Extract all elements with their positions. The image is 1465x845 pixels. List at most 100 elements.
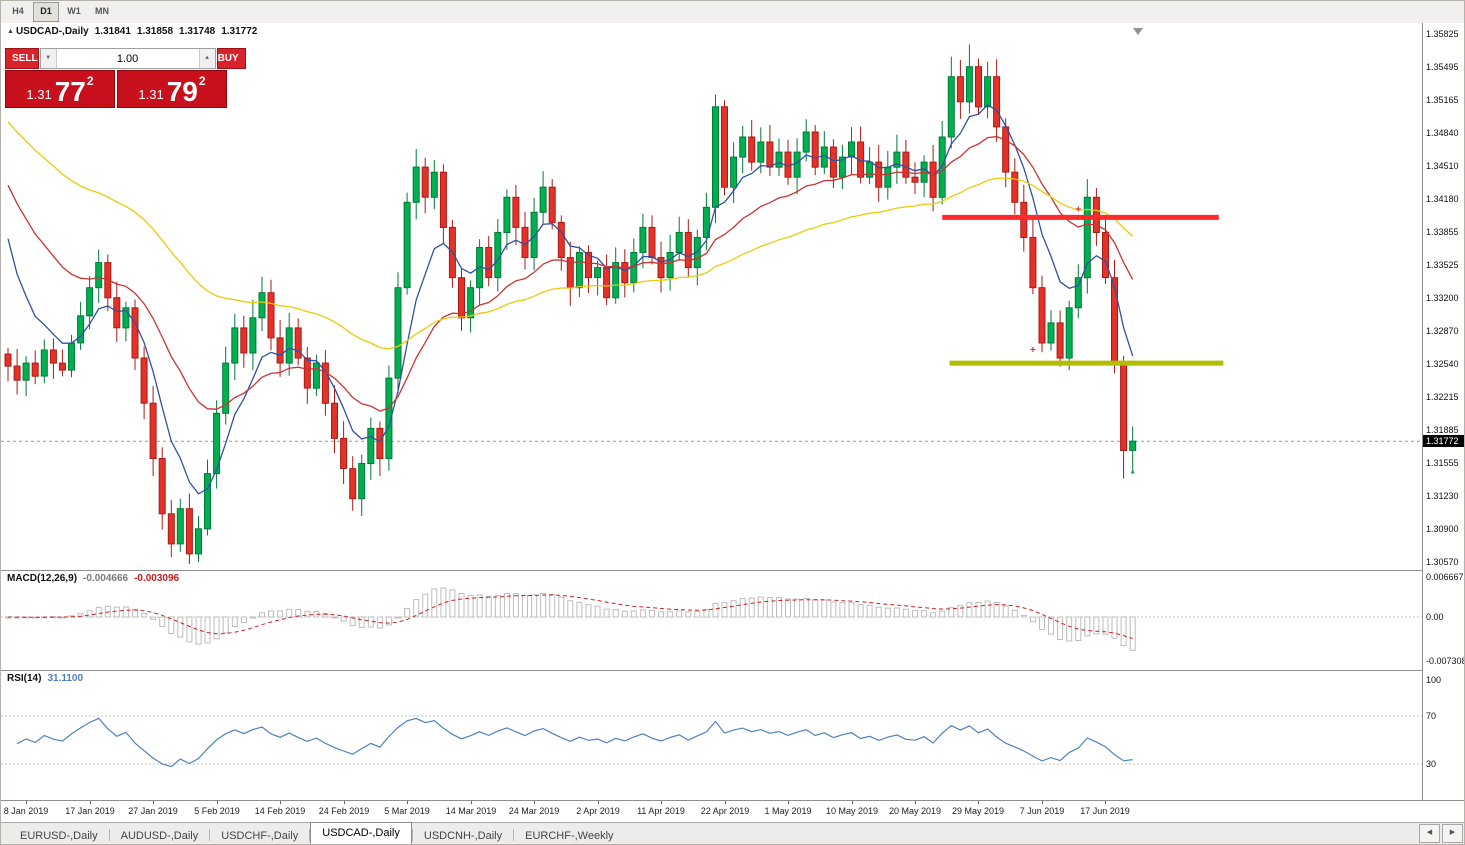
price-scale-label: 1.31555	[1426, 458, 1459, 468]
volume-input[interactable]	[56, 49, 199, 68]
one-click-trading-panel: SELL ▼ ▲ BUY 1.31 77 2 1.31 79 2	[5, 48, 246, 108]
macd-canvas[interactable]	[1, 571, 1422, 670]
price-scale-label: 1.31230	[1426, 491, 1459, 501]
tab-audusd-daily[interactable]: AUDUSD-,Daily	[120, 830, 199, 842]
macd-scale-label: 0.00	[1426, 612, 1444, 622]
macd-scale-label: 0.006667	[1426, 572, 1464, 582]
ohlc-low-value: 1.31748	[179, 26, 216, 37]
panel-splitter[interactable]	[1, 570, 1464, 571]
time-axis-label: 22 Apr 2019	[700, 806, 750, 816]
macd-label: MACD(12,26,9) -0.004666 -0.003096	[7, 573, 185, 584]
buy-button[interactable]: BUY	[216, 48, 246, 69]
buy-price-prefix: 1.31	[138, 87, 164, 102]
trade-marker: +	[1075, 204, 1081, 215]
price-scale-label: 1.34510	[1426, 161, 1459, 171]
sell-price-pips: 77	[54, 76, 86, 107]
price-scale-label: 1.33525	[1426, 260, 1459, 270]
price-scale-label: 1.30570	[1426, 557, 1459, 567]
tab-scroll-right-button[interactable]: ▶	[1442, 824, 1463, 843]
price-scale-label: 1.32540	[1426, 359, 1459, 369]
time-axis-label: 11 Apr 2019	[637, 806, 685, 816]
rsi-name: RSI(14)	[7, 673, 42, 684]
chart-symbol-label: USDCAD-,Daily	[15, 26, 89, 37]
ohlc-close-value: 1.31772	[221, 26, 258, 37]
moving-average-line	[7, 135, 1134, 412]
price-scale-label: 1.32870	[1426, 326, 1459, 336]
timeframe-h4-button[interactable]: H4	[12, 6, 24, 16]
ohlc-high-value: 1.31858	[136, 26, 174, 37]
time-axis-tick	[280, 801, 281, 804]
price-scale-label: 1.31885	[1426, 425, 1459, 435]
macd-indicator-panel: MACD(12,26,9) -0.004666 -0.003096	[1, 571, 1422, 670]
tab-separator	[411, 829, 413, 841]
volume-increase-button[interactable]: ▲	[198, 49, 215, 68]
time-axis-label: 17 Jan 2019	[65, 806, 115, 816]
buy-price-pips: 79	[166, 76, 198, 107]
time-axis-tick	[90, 801, 91, 804]
price-scale-label: 1.34840	[1426, 128, 1459, 138]
timeframe-d1-button[interactable]: D1	[33, 2, 59, 22]
macd-signal-line	[7, 594, 1133, 639]
time-axis-tick	[471, 801, 472, 804]
ohlc-open-value: 1.31841	[94, 26, 131, 37]
rsi-scale-label: 100	[1426, 675, 1442, 685]
time-axis-label: 20 May 2019	[888, 806, 942, 816]
sell-price-point: 2	[86, 74, 94, 88]
one-click-collapse-icon[interactable]: ▲	[7, 28, 14, 35]
chart-tab-bar: EURUSD-,Daily AUDUSD-,Daily USDCHF-,Daily U…	[1, 822, 1464, 844]
buy-price-box[interactable]: 1.31 79 2	[117, 70, 227, 108]
time-axis-tick	[407, 801, 408, 804]
time-axis-label: 24 Mar 2019	[508, 806, 560, 816]
sell-price-box[interactable]: 1.31 77 2	[5, 70, 115, 108]
trade-marker: +	[1030, 345, 1036, 356]
price-chart-canvas[interactable]: + + ▲	[1, 23, 1422, 570]
price-chart-panel: + + ▲ ▲ USDCAD-,Daily 1.31841 1.31858 1.31…	[1, 23, 1422, 570]
tab-eurusd-daily[interactable]: EURUSD-,Daily	[20, 830, 98, 842]
volume-decrease-button[interactable]: ▼	[40, 49, 57, 68]
price-scale-label: 1.33855	[1426, 227, 1459, 237]
price-scale-label: 1.35825	[1426, 29, 1459, 39]
panel-splitter[interactable]	[1, 670, 1464, 671]
rsi-value: 31.1100	[47, 673, 84, 684]
time-axis-tick	[217, 801, 218, 804]
macd-scale-label: -0.007308	[1426, 656, 1465, 666]
current-price-tag: 1.31772	[1423, 435, 1464, 447]
volume-control: ▼ ▲	[39, 48, 216, 69]
moving-average-line	[7, 103, 1134, 495]
macd-name: MACD(12,26,9)	[7, 573, 78, 584]
timeframe-mn-button[interactable]: MN	[95, 6, 109, 16]
time-axis-label: 1 May 2019	[764, 806, 812, 816]
tab-separator	[309, 829, 311, 841]
sell-button[interactable]: SELL	[5, 48, 39, 69]
time-axis-tick	[534, 801, 535, 804]
tab-usdcnh-daily[interactable]: USDCNH-,Daily	[423, 830, 503, 842]
macd-histogram	[5, 587, 1136, 651]
tab-usdcad-daily[interactable]: USDCAD-,Daily	[310, 822, 412, 844]
time-axis-label: 14 Feb 2019	[254, 806, 306, 816]
time-axis-tick	[344, 801, 345, 804]
time-axis[interactable]: 8 Jan 2019 17 Jan 2019 27 Jan 2019 5 Feb 20…	[1, 801, 1422, 822]
buy-price-point: 2	[198, 74, 206, 88]
tab-scroll-left-button[interactable]: ◀	[1419, 824, 1440, 843]
time-axis-tick	[852, 801, 853, 804]
timeframe-w1-button[interactable]: W1	[67, 6, 81, 16]
time-axis-label: 14 Mar 2019	[445, 806, 497, 816]
time-axis-tick	[26, 801, 27, 804]
tab-eurchf-weekly[interactable]: EURCHF-,Weekly	[525, 830, 614, 842]
tab-usdchf-daily[interactable]: USDCHF-,Daily	[221, 830, 299, 842]
moving-average-line	[7, 121, 1134, 350]
price-scale-axis[interactable]: 1.35825 1.35495 1.35165 1.34840 1.34510 1.341…	[1422, 23, 1465, 800]
price-scale-label: 1.32215	[1426, 392, 1459, 402]
price-scale-label: 1.35495	[1426, 62, 1459, 72]
price-scale-label: 1.34180	[1426, 194, 1459, 204]
price-scale-label: 1.35165	[1426, 95, 1459, 105]
time-axis-label: 10 May 2019	[825, 806, 879, 816]
time-axis-tick	[978, 801, 979, 804]
rsi-scale-label: 30	[1426, 759, 1437, 769]
time-axis-label: 5 Mar 2019	[384, 806, 430, 816]
time-axis-label: 2 Apr 2019	[576, 806, 620, 816]
panel-splitter	[1, 800, 1464, 801]
rsi-indicator-panel: RSI(14) 31.1100	[1, 671, 1422, 800]
rsi-canvas[interactable]	[1, 671, 1422, 800]
